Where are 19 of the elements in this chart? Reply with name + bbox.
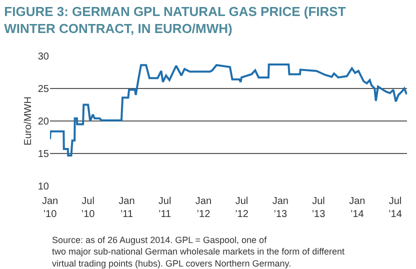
x-tick-label: Jul ’12 [235, 196, 249, 220]
x-tick-label: Jan ’11 [118, 196, 135, 220]
x-tick-label: Jan ’12 [195, 196, 212, 220]
y-tick-label: 15 [38, 149, 50, 160]
y-tick-label: 25 [38, 84, 50, 95]
line-series [50, 63, 407, 156]
x-tick-label: Jul ’10 [81, 196, 96, 220]
y-tick-label: 30 [38, 52, 50, 62]
x-tick-label: Jul ’13 [312, 196, 326, 220]
y-axis-title: Euro/MWH [22, 96, 34, 146]
source-note: Source: as of 26 August 2014. GPL = Gaspool, one of two major sub-national German wholesale markets in the form of different virtual trading points (hubs). GPL covers Northern Germany. [52, 235, 345, 268]
y-tick-label: 10 [38, 182, 50, 192]
x-tick-label: Jul ’11 [158, 196, 172, 220]
y-tick-label: 20 [38, 116, 50, 128]
x-tick-label: Jan ’13 [272, 196, 288, 220]
chart-title: FIGURE 3: GERMAN GPL NATURAL GAS PRICE (FIRST WINTER CONTRACT, IN EURO/MWH) [4, 4, 346, 36]
x-tick-label: Jan ’14 [349, 196, 366, 220]
x-tick-label: Jul ’14 [388, 196, 402, 220]
x-tick-label: Jan ’10 [42, 196, 58, 220]
